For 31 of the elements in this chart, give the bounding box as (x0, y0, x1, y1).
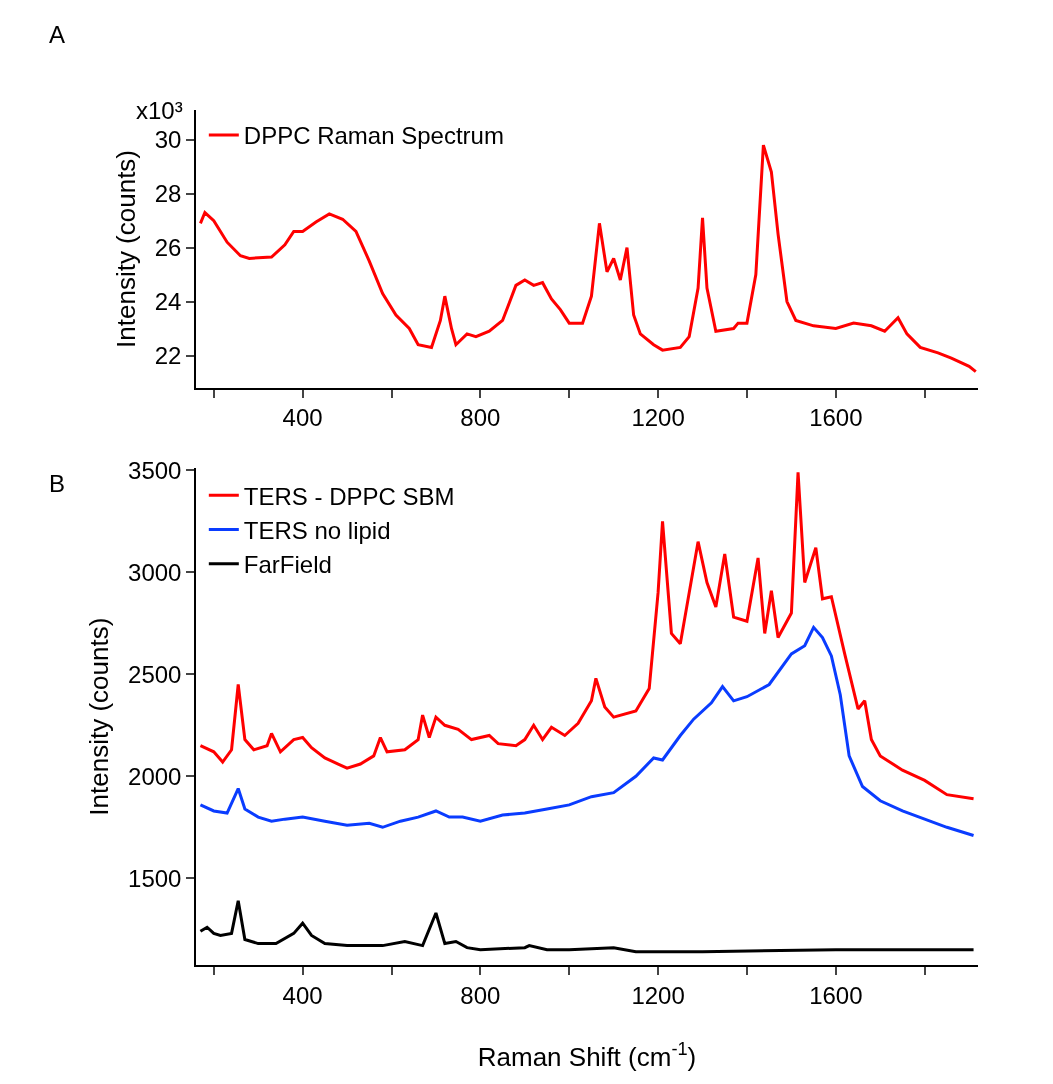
legend-label: FarField (243, 551, 332, 579)
y-tick-label: 1500 (128, 864, 182, 892)
y-tick-label: 3500 (128, 456, 182, 484)
y-axis-title: Intensity (counts) (83, 617, 114, 816)
x-tick-label: 400 (282, 404, 323, 432)
y-tick-label: 28 (154, 180, 182, 208)
y-axis-title: Intensity (counts) (110, 149, 141, 348)
chart-title: B (49, 470, 66, 497)
line-series (198, 899, 976, 954)
line-series (198, 470, 976, 801)
x-tick-label: 1200 (631, 981, 685, 1009)
x-axis-title: Raman Shift (cm$^{-1}$) (477, 1038, 697, 1072)
line-series (198, 625, 976, 837)
legend-label: TERS - DPPC SBM (243, 482, 455, 510)
y-tick-label: 2500 (128, 660, 182, 688)
y-tick-label: 30 (154, 126, 182, 154)
x-tick-label: 1600 (809, 981, 863, 1009)
x-tick-label: 400 (282, 981, 323, 1009)
x-tick-label: 1200 (631, 404, 685, 432)
y-tick-label: 3000 (128, 558, 182, 586)
x-tick-label: 1600 (809, 404, 863, 432)
x-tick-label: 800 (460, 404, 501, 432)
chart-title: A (49, 21, 66, 48)
text: x10³ (136, 97, 183, 124)
y-tick-label: 24 (154, 287, 182, 315)
y-tick-label: 26 (154, 233, 182, 261)
y-tick-label: 2000 (128, 762, 182, 790)
legend-label: TERS no lipid (243, 516, 391, 544)
legend-label: DPPC Raman Spectrum (243, 122, 504, 150)
y-tick-label: 22 (154, 341, 182, 369)
x-tick-label: 800 (460, 981, 501, 1009)
